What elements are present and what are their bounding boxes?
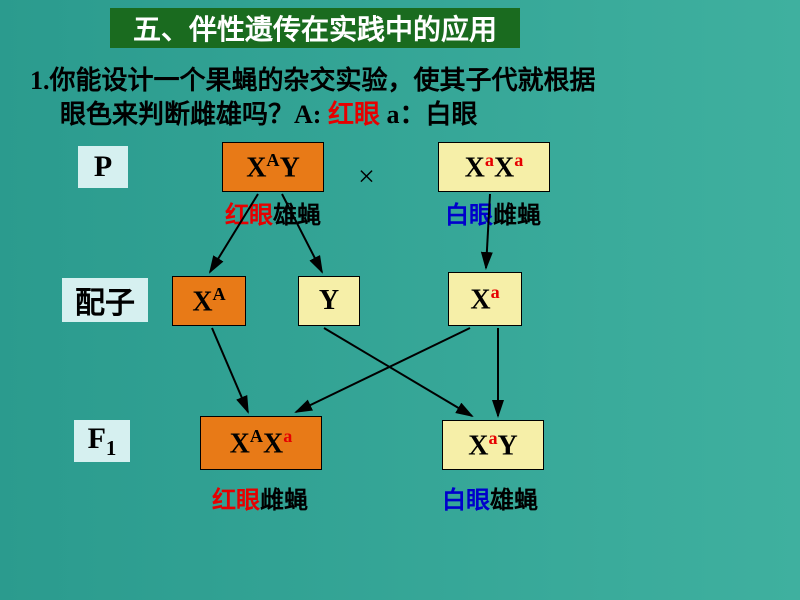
f1-female-phenotype: 红眼雌蝇	[212, 480, 308, 515]
section-title: 五、伴性遗传在实践中的应用	[110, 8, 520, 48]
parent-female-phenotype: 白眼雌蝇	[445, 195, 541, 230]
parent-female-genotype: XaXa	[438, 142, 550, 192]
cross-symbol: ×	[358, 160, 375, 194]
f1-female-genotype: XAXa	[200, 416, 322, 470]
gamete-Y: Y	[298, 276, 360, 326]
gamete-Xa: Xa	[448, 272, 522, 326]
generation-p-label: P	[78, 146, 128, 188]
question-line1: 1.你能设计一个果蝇的杂交实验，使其子代就根据	[30, 60, 596, 97]
question-line2: 眼色来判断雌雄吗？A: 红眼 a：白眼	[60, 94, 477, 131]
generation-f1-label: F1	[74, 420, 130, 462]
parent-male-genotype: XAY	[222, 142, 324, 192]
section-title-text: 五、伴性遗传在实践中的应用	[133, 8, 497, 48]
gamete-XA: XA	[172, 276, 246, 326]
gamete-label: 配子	[62, 278, 148, 322]
parent-male-phenotype: 红眼雄蝇	[225, 195, 321, 230]
f1-male-genotype: XaY	[442, 420, 544, 470]
f1-male-phenotype: 白眼雄蝇	[442, 480, 538, 515]
